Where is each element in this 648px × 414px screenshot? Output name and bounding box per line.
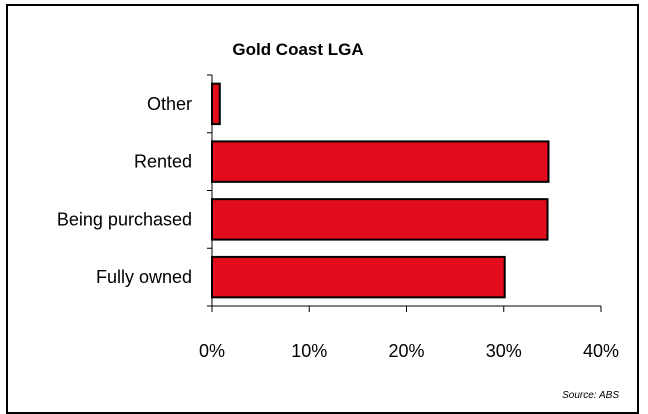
- bar-fully-owned: [211, 255, 506, 299]
- bar-rented: [211, 140, 550, 183]
- x-tick-label: 40%: [583, 341, 619, 361]
- source-note: Source: ABS: [562, 390, 619, 401]
- category-label: Being purchased: [57, 209, 192, 229]
- bars-layer: [211, 82, 550, 299]
- bar-being-purchased: [211, 198, 549, 241]
- chart-title: Gold Coast LGA: [232, 40, 363, 59]
- x-tick-label: 20%: [388, 341, 424, 361]
- category-label: Fully owned: [96, 267, 192, 287]
- x-tick-label: 30%: [486, 341, 522, 361]
- bar-other: [211, 82, 221, 126]
- x-tick-label: 10%: [291, 341, 327, 361]
- x-tick-label: 0%: [199, 341, 225, 361]
- category-label: Rented: [134, 152, 192, 172]
- axes-layer: Other Rented Being purchased Fully owned 0% 1…: [57, 74, 619, 361]
- bar-chart: Gold Coast LGA Other Rented Being purchase…: [57, 40, 619, 401]
- category-label: Other: [147, 94, 192, 114]
